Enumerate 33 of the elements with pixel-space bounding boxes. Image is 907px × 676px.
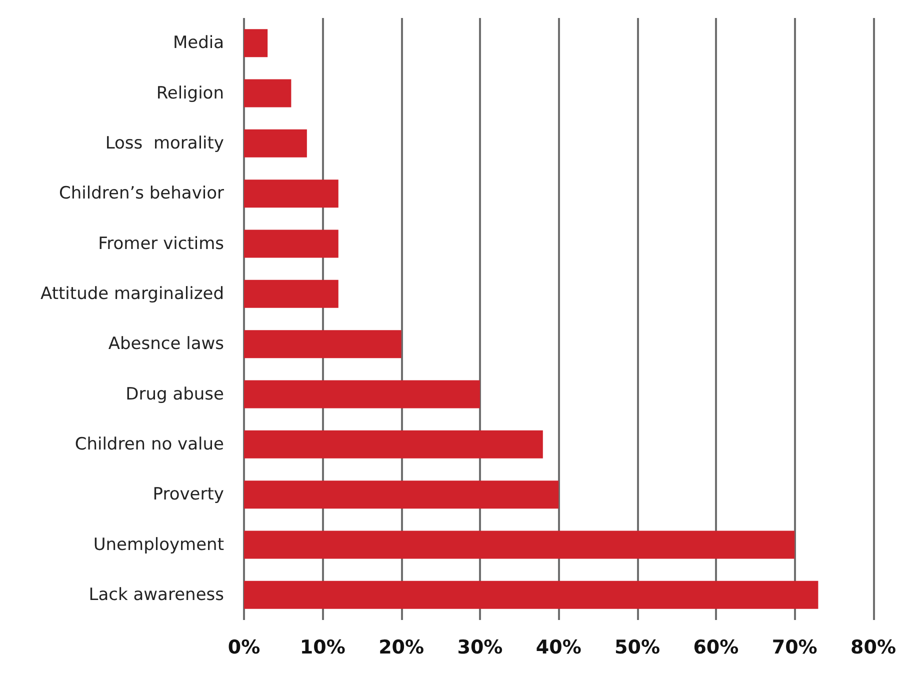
bar [244,530,795,559]
x-tick-label: 60% [693,636,739,658]
x-tick-label: 50% [614,636,660,658]
bar [244,580,818,609]
bar [244,29,268,58]
y-tick-label: Fromer victims [98,234,224,254]
x-tick-label: 70% [772,636,818,658]
x-tick-label: 20% [378,636,424,658]
x-tick-label: 0% [228,636,260,658]
y-tick-label: Religion [156,83,224,104]
x-tick-label: 80% [850,636,896,658]
y-tick-label: Abesnce laws [108,334,224,354]
x-tick-label: 40% [536,636,582,658]
bar [244,129,307,158]
x-tick-label: 30% [457,636,503,658]
bar [244,180,338,208]
bar [244,380,480,408]
y-tick-label: Lack awareness [88,584,224,605]
bar [244,230,338,258]
bar [244,330,402,358]
y-tick-label: Unemployment [93,534,224,555]
y-tick-label: Loss morality [105,133,224,154]
x-tick-label: 10% [300,636,346,658]
y-tick-label: Proverty [152,484,224,505]
y-tick-label: Children’s behavior [58,184,224,204]
y-tick-label: Media [172,33,224,54]
bar [244,430,543,458]
y-tick-label: Drug abuse [126,384,224,404]
y-tick-label: Attitude marginalized [40,284,224,304]
y-tick-label: Children no value [74,434,224,454]
bar [244,79,292,108]
bar [244,480,559,509]
bar [244,280,338,308]
